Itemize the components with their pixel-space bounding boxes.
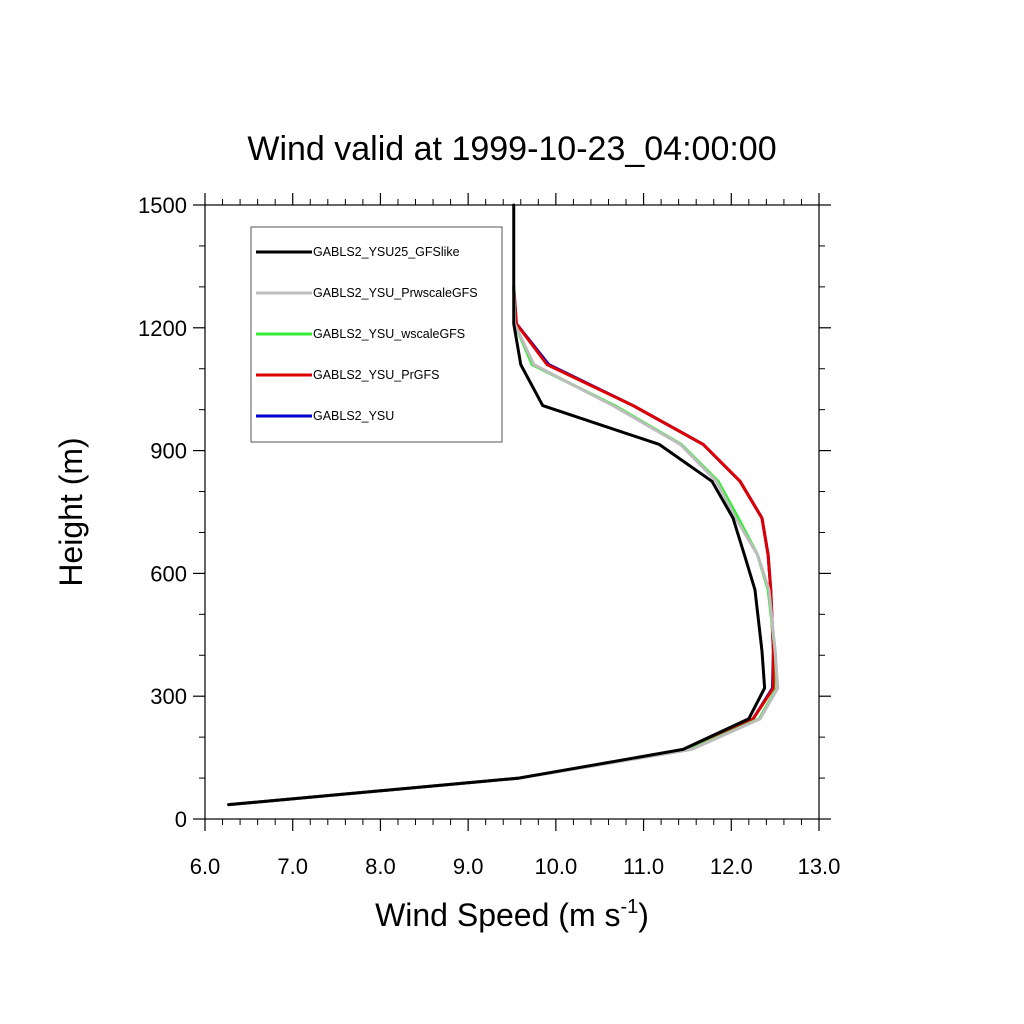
x-tick-label: 8.0 — [365, 854, 396, 879]
minor-ticks — [199, 199, 825, 825]
y-axis-title: Height (m) — [53, 437, 89, 586]
legend-label: GABLS2_YSU_PrGFS — [313, 368, 439, 382]
y-tick-label: 300 — [150, 684, 187, 709]
x-axis-title-main: Wind Speed (m s — [375, 897, 620, 933]
x-tick-label: 6.0 — [190, 854, 221, 879]
chart-title: Wind valid at 1999-10-23_04:00:00 — [247, 130, 776, 168]
x-tick-label: 9.0 — [453, 854, 484, 879]
series-line-gabls2-ysu-prwscalegfs — [227, 285, 780, 807]
x-tick-label: 13.0 — [798, 854, 841, 879]
tick-labels: 6.0 7.0 8.0 9.0 10.0 11.0 12.0 13.0 0 300 600 900 12… — [138, 193, 840, 879]
x-tick-label: 12.0 — [710, 854, 753, 879]
y-tick-label: 1200 — [138, 316, 187, 341]
legend-label: GABLS2_YSU_wscaleGFS — [313, 327, 465, 341]
x-tick-label: 10.0 — [534, 854, 577, 879]
series-line-gabls2-ysu25-gfslike — [227, 203, 767, 807]
legend: GABLS2_YSU25_GFSlike GABLS2_YSU_PrwscaleG… — [250, 226, 503, 443]
x-tick-label: 11.0 — [623, 854, 664, 879]
y-tick-label: 900 — [150, 439, 187, 464]
major-ticks — [193, 193, 831, 831]
x-axis-title: Wind Speed (m s-1) — [375, 896, 649, 933]
legend-label: GABLS2_YSU — [313, 409, 394, 423]
x-tick-label: 7.0 — [277, 854, 308, 879]
x-axis-title-close: ) — [638, 897, 649, 933]
series-layer — [227, 203, 780, 807]
legend-label: GABLS2_YSU_PrwscaleGFS — [313, 286, 478, 300]
y-tick-label: 1500 — [138, 193, 187, 218]
y-tick-label: 0 — [175, 807, 187, 832]
legend-label: GABLS2_YSU25_GFSlike — [313, 245, 460, 259]
plot-frame — [204, 204, 820, 820]
x-axis-title-superscript: -1 — [620, 896, 638, 918]
y-tick-label: 600 — [150, 561, 187, 586]
